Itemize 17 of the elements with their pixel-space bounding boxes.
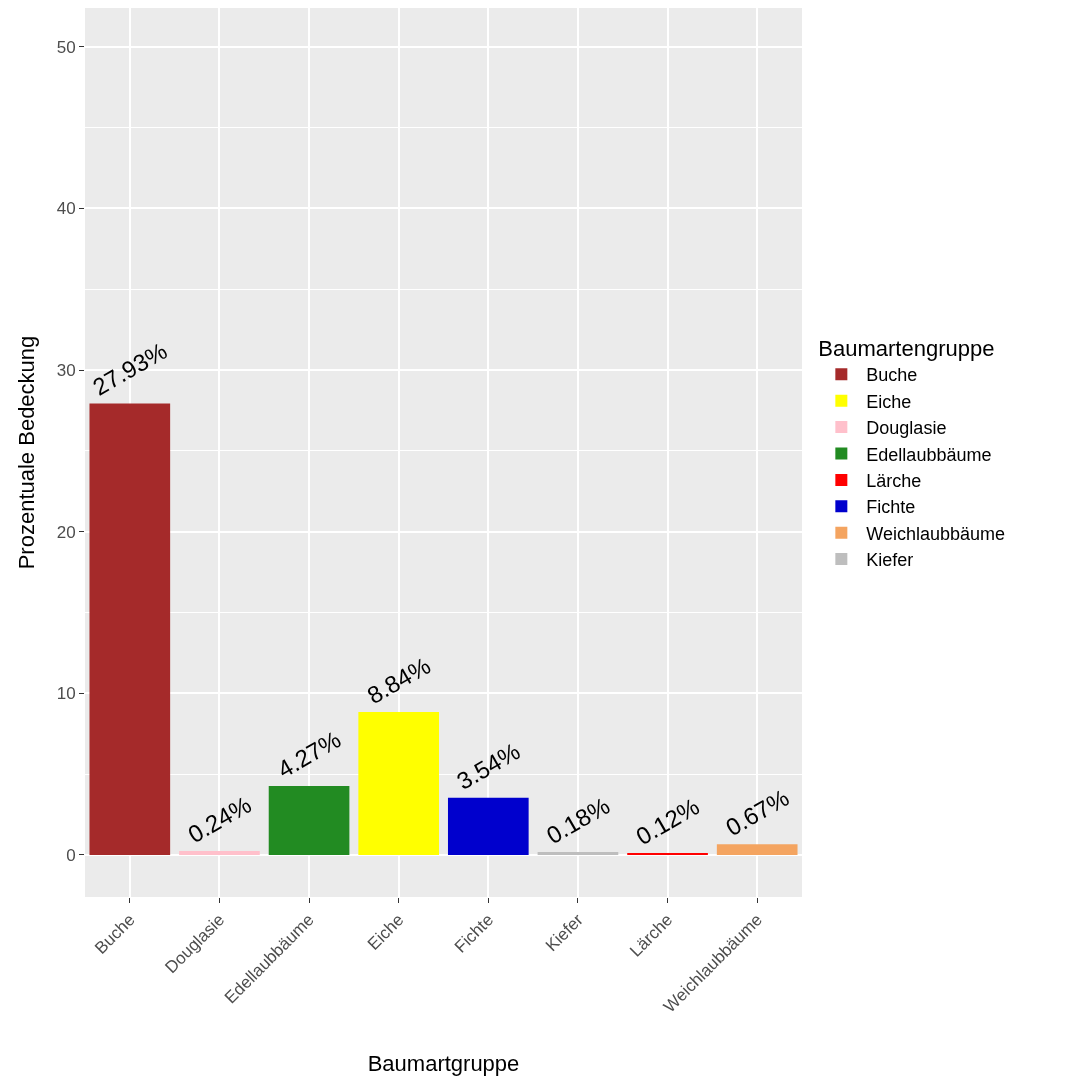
- legend-title: Baumartengruppe: [818, 336, 995, 362]
- y-tick-label: 30: [56, 361, 76, 381]
- legend-label: Edellaubbäume: [866, 444, 992, 465]
- y-tick-label: 20: [56, 522, 76, 542]
- legend-label: Kiefer: [866, 550, 914, 571]
- y-axis-title: Prozentuale Bedeckung: [14, 335, 40, 570]
- legend-label: Weichlaubbäume: [866, 523, 1006, 544]
- legend-label: Fichte: [866, 497, 916, 518]
- legend-label: Douglasie: [866, 418, 947, 439]
- x-axis-title: Baumartgruppe: [367, 1051, 520, 1077]
- y-tick-label: 40: [56, 199, 76, 219]
- y-tick-label: 0: [66, 845, 76, 865]
- y-tick-label: 50: [56, 37, 76, 57]
- legend-label: Buche: [866, 365, 918, 386]
- y-tick-label: 10: [56, 684, 76, 704]
- legend-label: Eiche: [866, 391, 912, 412]
- legend-label: Lärche: [866, 470, 922, 491]
